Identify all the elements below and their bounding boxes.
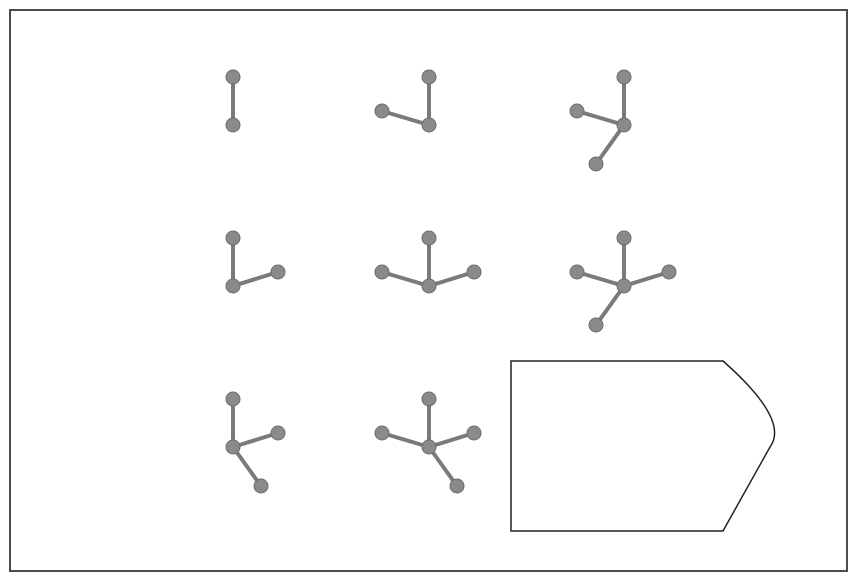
edge-left xyxy=(575,270,626,288)
node-center xyxy=(616,117,632,133)
node-center xyxy=(421,439,437,455)
figure-r2-c1 xyxy=(374,391,482,494)
node-up xyxy=(225,391,241,407)
edge-left xyxy=(575,109,626,127)
edge-down-right xyxy=(231,445,263,488)
node-up xyxy=(421,391,437,407)
node-down-right xyxy=(449,478,465,494)
node-left xyxy=(374,264,390,280)
figure-r1-c0 xyxy=(225,230,286,294)
figure-r0-c1 xyxy=(374,69,437,133)
node-center xyxy=(421,117,437,133)
figure-r2-c0 xyxy=(225,391,286,494)
edge-down-left xyxy=(594,123,626,166)
node-left xyxy=(569,103,585,119)
edge-down-right xyxy=(427,445,459,488)
node-up xyxy=(616,230,632,246)
node-left xyxy=(569,264,585,280)
node-center xyxy=(225,117,241,133)
node-left xyxy=(374,103,390,119)
node-center xyxy=(225,439,241,455)
edge-left xyxy=(380,431,431,449)
node-right xyxy=(661,264,677,280)
edge-down-left xyxy=(594,284,626,327)
node-up xyxy=(616,69,632,85)
figure-r1-c2 xyxy=(569,230,677,333)
edge-right xyxy=(427,270,476,288)
node-right xyxy=(270,264,286,280)
node-center xyxy=(616,278,632,294)
node-left xyxy=(374,425,390,441)
node-right xyxy=(270,425,286,441)
figures-layer xyxy=(225,69,677,494)
missing-cell-placeholder[interactable] xyxy=(510,360,776,532)
node-center xyxy=(225,278,241,294)
node-down-left xyxy=(588,156,604,172)
node-up xyxy=(225,230,241,246)
node-right xyxy=(466,425,482,441)
figure-r0-c0 xyxy=(225,69,241,133)
edge-right xyxy=(231,270,280,288)
edge-right xyxy=(231,431,280,449)
node-center xyxy=(421,278,437,294)
edge-left xyxy=(380,270,431,288)
node-up xyxy=(225,69,241,85)
node-right xyxy=(466,264,482,280)
figure-r1-c1 xyxy=(374,230,482,294)
edge-right xyxy=(622,270,671,288)
figure-r0-c2 xyxy=(569,69,632,172)
edge-left xyxy=(380,109,431,127)
node-up xyxy=(421,230,437,246)
node-down-left xyxy=(588,317,604,333)
node-down-right xyxy=(253,478,269,494)
node-up xyxy=(421,69,437,85)
edge-right xyxy=(427,431,476,449)
